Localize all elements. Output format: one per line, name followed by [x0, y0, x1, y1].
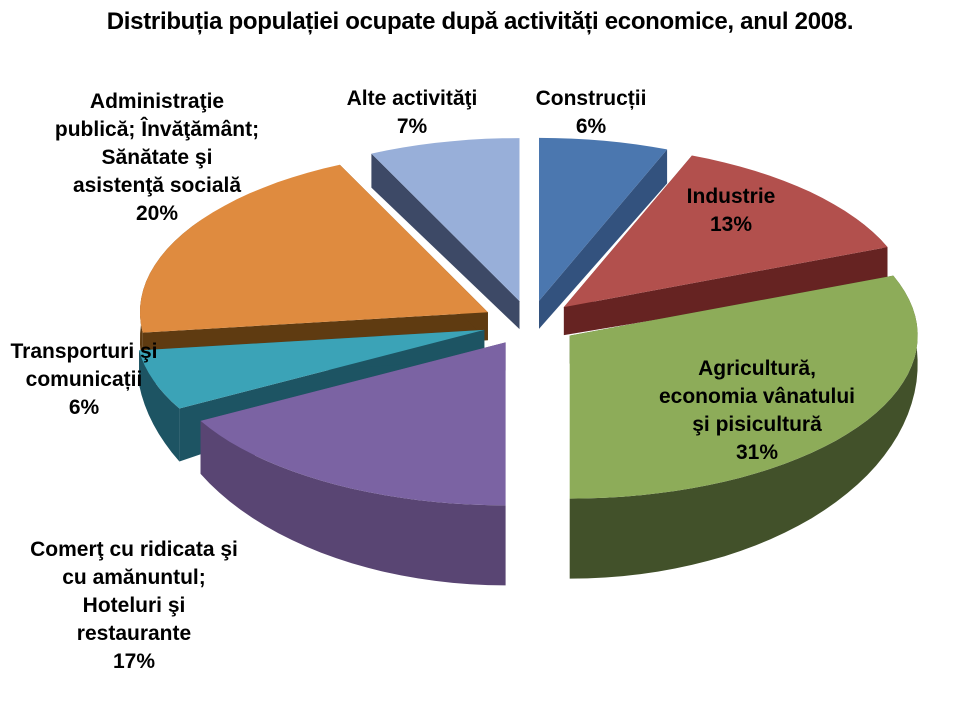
slice-label-alte-pct: 7%	[396, 115, 428, 138]
pie-slice-alte	[371, 138, 520, 330]
slice-label-transporturi-line-1: comunicații	[25, 368, 143, 391]
slice-label-comert-line-2: Hoteluri şi	[82, 594, 186, 617]
slice-label-alte: Alte activităţi 7%	[347, 85, 478, 141]
slice-label-industrie: Industrie 13%	[687, 183, 776, 239]
pie-slice-comert-arc-wall	[200, 420, 506, 586]
pie-slice-transporturi-arc-wall	[139, 350, 180, 462]
slice-label-administratie-pct: 20%	[135, 202, 179, 225]
slice-label-administratie-line-2: Sănătate şi	[101, 146, 213, 169]
pie-slice-administratie-face	[140, 164, 488, 333]
slice-label-agricultura-line-0: Agricultură,	[698, 357, 816, 380]
chart-title: Distribuția populației ocupate după acti…	[106, 8, 854, 35]
pie-slice-alte-edge-wall-0	[371, 153, 520, 330]
slice-label-agricultura-line-2: şi pisicultură	[692, 413, 822, 436]
slice-label-agricultura-line-1: economia vânatului	[658, 385, 856, 408]
pie-slice-agricultura-face	[569, 275, 918, 499]
pie-slice-agricultura-arc-wall	[569, 275, 918, 579]
slice-label-comert-pct: 17%	[112, 650, 156, 673]
slice-label-agricultura-pct: 31%	[735, 441, 779, 464]
slice-label-comert-line-1: cu amănuntul;	[62, 566, 206, 589]
pie-slice-industrie	[563, 155, 888, 336]
slice-label-transporturi-line-0: Transporturi şi	[10, 340, 158, 363]
slice-label-industrie-pct: 13%	[709, 213, 753, 236]
slice-label-alte-line-0: Alte activităţi	[346, 87, 478, 110]
slice-label-administratie: Administraţie publică; Învăţământ; Sănătat…	[55, 88, 259, 228]
slice-label-constructii-line-0: Construcții	[535, 87, 647, 110]
pie-slice-constructii	[539, 137, 668, 329]
slice-label-industrie-line-0: Industrie	[686, 185, 776, 208]
slice-label-comert: Comerţ cu ridicata şi cu amănuntul; Hotelu…	[30, 536, 238, 676]
slice-label-comert-line-3: restaurante	[76, 622, 192, 645]
slice-label-transporturi: Transporturi şi comunicații 6%	[10, 338, 157, 422]
pie-slice-alte-face	[371, 138, 520, 302]
pie-slice-constructii-edge-wall-1	[539, 149, 668, 329]
slice-label-comert-line-0: Comerţ cu ridicata şi	[30, 538, 238, 561]
pie-slice-industrie-face	[563, 155, 888, 308]
pie-slice-constructii-face	[539, 137, 668, 301]
slice-label-constructii: Construcții 6%	[536, 85, 647, 141]
slice-label-administratie-line-3: asistenţă socială	[72, 174, 242, 197]
slice-label-administratie-line-0: Administraţie	[89, 90, 225, 113]
pie-slice-agricultura	[569, 275, 918, 579]
pie-slice-comert	[200, 342, 506, 586]
pie-slice-industrie-edge-wall-1	[563, 247, 888, 336]
pie-slice-transporturi-face	[139, 329, 485, 409]
slice-label-administratie-line-1: publică; Învăţământ;	[54, 118, 260, 141]
slice-label-constructii-pct: 6%	[575, 115, 607, 138]
slice-label-agricultura: Agricultură, economia vânatului şi pisicul…	[659, 355, 855, 467]
slice-label-transporturi-pct: 6%	[68, 396, 100, 419]
pie-slice-comert-face	[200, 342, 506, 506]
